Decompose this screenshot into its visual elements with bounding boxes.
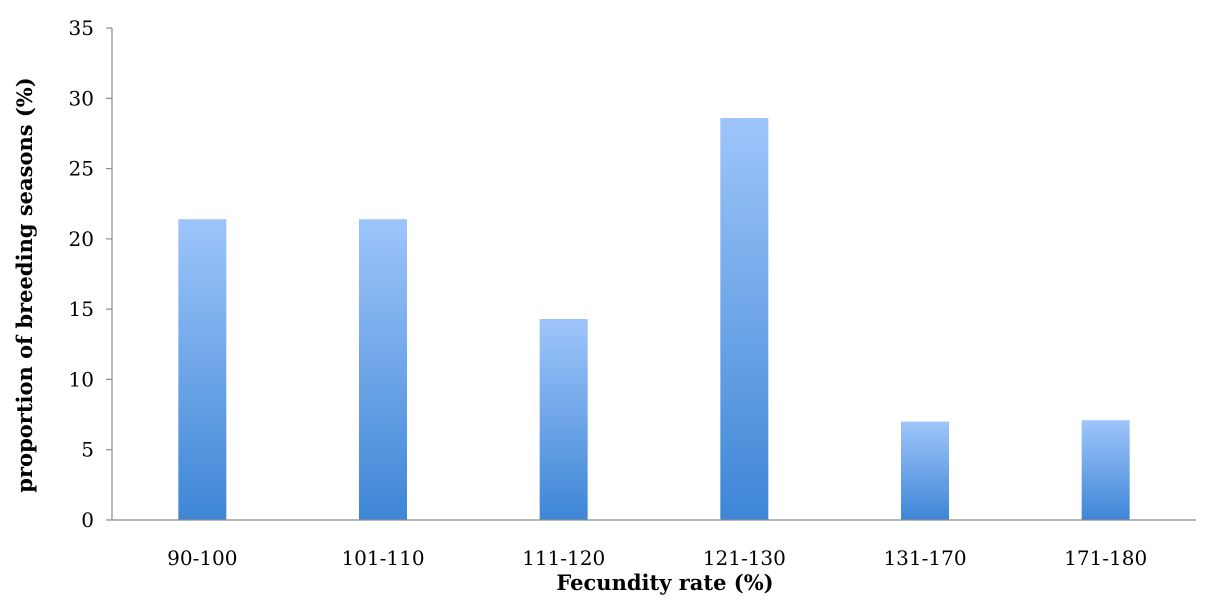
bar-121-130 [720,117,769,521]
y-tick-label: 15 [69,297,94,321]
y-axis-tick-labels: 0 5 10 15 20 25 30 35 [69,16,94,532]
y-tick-label: 0 [81,508,94,532]
x-axis-tick-labels: 90-100 101-110 111-120 121-130 131-170 171-18… [167,546,1147,570]
y-tick-label: 20 [69,227,94,251]
y-tick-label: 35 [69,16,94,40]
bar-111-120 [539,318,588,520]
y-tick-label: 5 [81,438,94,462]
y-axis-tick-marks [106,27,112,521]
bar-101-110 [359,219,407,521]
x-tick-label: 121-130 [703,546,786,570]
x-tick-label: 111-120 [522,546,605,570]
y-axis-title: proportion of breeding seasons (%) [12,77,37,492]
y-tick-label: 10 [69,367,94,391]
x-axis-title: Fecundity rate (%) [556,570,773,595]
x-tick-label: 90-100 [167,546,237,570]
x-tick-label: 131-170 [883,546,966,570]
x-tick-label: 101-110 [341,546,424,570]
y-tick-label: 25 [69,157,94,181]
y-tick-label: 30 [69,86,94,110]
x-tick-label: 171-180 [1064,546,1147,570]
bar-90-100 [178,219,227,521]
bar-171-180 [1081,420,1130,520]
bars [178,117,1130,521]
bar-131-170 [901,421,949,520]
